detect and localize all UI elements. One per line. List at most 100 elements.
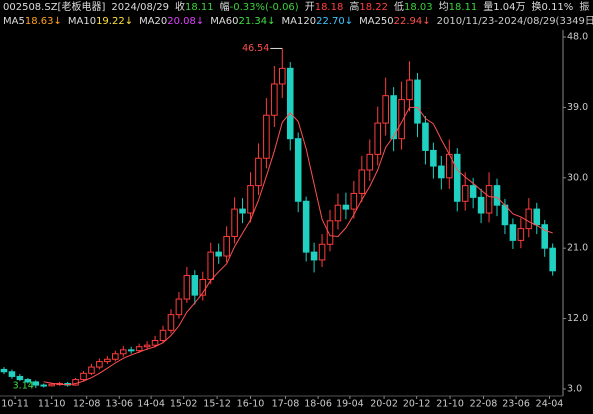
x-tick-label: 16-10 [237,399,265,410]
x-tick-label: 18-06 [304,399,332,410]
y-tick-label: 30.0 [567,172,588,183]
candle-body [501,204,509,226]
candle-body [422,122,429,151]
max-label: 46.54 [242,43,269,54]
quote-item: 开18.18 [305,1,344,14]
ma-item: MA12022.70↓ [282,15,354,28]
ma-name: MA20 [139,16,168,27]
ma-name: MA10 [67,16,97,27]
candle-body [541,224,548,249]
x-tick-label: 23-06 [502,399,530,410]
x-tick-label: 22-08 [470,399,498,410]
candle-body [485,185,493,214]
candle-body [159,329,167,341]
x-tick-label: 14-04 [137,399,165,410]
candle-body [302,200,310,253]
quote-item: 低18.03 [394,1,433,14]
quote-label: 振 [579,2,590,13]
candle-body [24,379,32,383]
x-tick-label: 15-12 [203,399,231,410]
ma-value: 20.08↓ [167,16,205,27]
quote-label: 量 [483,2,494,13]
candle-body [326,220,334,245]
ma-item: MA518.63↓ [3,15,62,28]
candle-body [183,275,191,300]
candle-body [366,153,374,171]
ma-name: MA60 [210,16,239,27]
date-range: 2010/11/23-2024/08/29(3349日) [436,16,593,27]
candle-body [453,153,461,202]
candle-body [469,185,477,198]
ma-item: MA6021.34↓ [210,15,275,28]
candle-body [16,375,24,381]
candle-body [310,251,318,261]
candle-body [167,314,175,331]
candle-body [438,165,445,179]
ma-item: MA1019.22↓ [68,15,133,28]
min-label: 3.14 [13,380,34,391]
candle-body [318,243,326,261]
candle-body [231,208,238,237]
candle-body [461,185,469,202]
candle-body [119,349,127,355]
y-tick-label: 12.0 [567,313,588,324]
quote-date: 2024/08/29 [111,2,169,13]
candle-body [358,169,366,194]
quote-item: 高18.22 [349,1,388,14]
candle-body [374,122,382,155]
candle-body [398,99,405,140]
ma-value: 19.22↓ [96,16,134,27]
candle-body [247,185,254,214]
ma-name: MA5 [3,16,25,27]
candle-body [239,208,246,214]
candle-body [493,185,501,206]
y-tick-label: 48.0 [567,32,588,43]
quote-label: 收 [175,2,185,13]
quote-label: 开 [304,2,315,13]
x-tick-label: 13-06 [105,399,133,410]
candle-body [533,208,541,226]
candle-body [414,79,421,124]
candle-body [430,149,437,167]
quote-label: 幅 [219,2,230,13]
quote-value: 0.11% [541,2,574,13]
candle-body [191,275,199,296]
ma-item: MA2020.08↓ [139,15,204,28]
quote-item: 量1.04万 [483,1,525,14]
ma-line [43,106,553,386]
candle-body [286,67,294,140]
x-tick-label: 24-04 [536,399,564,410]
candle-body [525,208,533,230]
x-tick-label: 11-10 [38,399,66,410]
quote-value: 18.11 [448,2,478,13]
candle-body [199,278,207,296]
ma-name: MA250 [359,16,394,27]
candle-body [477,196,485,214]
candle-body [263,114,270,159]
candle-body [549,247,556,272]
candle-body [334,204,342,222]
candle-body [207,251,215,280]
x-tick-label: 20-02 [370,399,398,410]
quote-item: 均18.11 [439,1,478,14]
quote-bar: 002508.SZ[老板电器] 2024/08/29 收18.11 幅-0.33%(-… [3,1,589,14]
candle-body [40,384,48,387]
quote-label: 均 [438,2,449,13]
ma-legend: MA518.63↓ MA1019.22↓ MA2020.08↓ MA6021.34↓ M… [3,15,593,28]
candle-body [294,138,302,202]
candle-body [390,95,397,140]
x-tick-label: 15-02 [170,399,198,410]
candle-body [350,192,358,210]
candle-body [151,339,159,346]
ma-name: MA120 [281,16,317,27]
candle-body [279,67,286,85]
x-tick-label: 10-11 [1,399,29,410]
stock-code: 002508.SZ[老板电器] [3,2,106,13]
ma-value: 22.94↓ [393,16,431,27]
candle-body [127,349,135,352]
candle-body [223,235,230,257]
quote-item: 振 [579,1,589,14]
candle-body [517,228,525,241]
